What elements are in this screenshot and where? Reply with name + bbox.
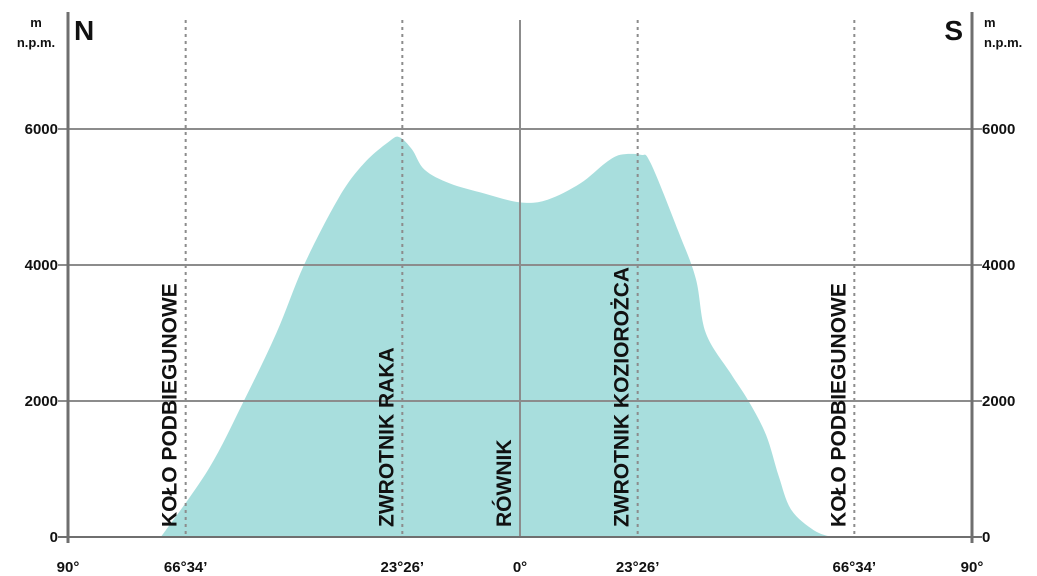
x-tick-label-0: 90° [57, 559, 80, 576]
y-unit-right-line2: n.p.m. [984, 35, 1022, 50]
y-tick-label-left-4000: 4000 [25, 257, 58, 274]
elevation-area-series-0 [160, 136, 832, 537]
reference-label-rownik-2: RÓWNIK [492, 440, 516, 528]
x-tick-label-6: 90° [961, 559, 984, 576]
y-tick-label-left-6000: 6000 [25, 121, 58, 138]
direction-south-label: S [944, 15, 963, 46]
x-tick-label-1: 66°34’ [164, 559, 208, 576]
reference-label-kolo-podbiegunowe-0: KOŁO PODBIEGUNOWE [159, 283, 182, 527]
direction-north-label: N [74, 15, 94, 46]
y-tick-label-left-2000: 2000 [25, 393, 58, 410]
y-unit-right-line1: m [984, 15, 996, 30]
y-tick-label-right-6000: 6000 [982, 121, 1015, 138]
reference-label-kolo-podbiegunowe-4: KOŁO PODBIEGUNOWE [827, 283, 850, 527]
reference-label-zwrotnik-raka-1: ZWROTNIK RAKA [375, 347, 398, 527]
x-tick-label-2: 23°26’ [381, 559, 425, 576]
axis-layer [58, 12, 982, 543]
area-layer [160, 136, 832, 537]
y-unit-left-line1: m [30, 15, 42, 30]
y-unit-left-line2: n.p.m. [17, 35, 55, 50]
y-tick-label-left-0: 0 [50, 529, 58, 546]
reference-label-zwrotnik-koziorozca-3: ZWROTNIK KOZIOROŻCA [611, 267, 634, 527]
x-tick-label-4: 23°26’ [616, 559, 660, 576]
y-tick-label-right-2000: 2000 [982, 393, 1015, 410]
y-tick-label-right-0: 0 [982, 529, 990, 546]
x-tick-label-5: 66°34’ [833, 559, 877, 576]
label-layer: m n.p.m. m n.p.m. N S 0 0 2000 2000 4000 4000… [17, 15, 1022, 576]
x-tick-label-3: 0° [513, 559, 527, 576]
y-tick-label-right-4000: 4000 [982, 257, 1015, 274]
